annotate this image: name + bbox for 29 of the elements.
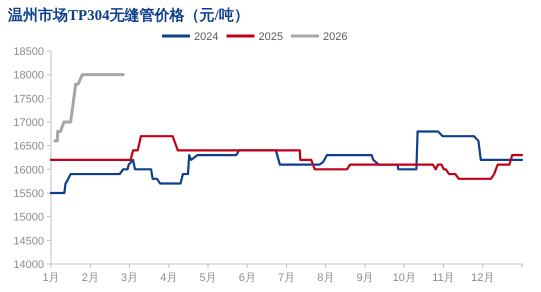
y-tick-label: 16000 <box>13 164 44 176</box>
y-tick-label: 18500 <box>13 46 44 58</box>
x-tick-label: 5月 <box>199 272 217 284</box>
y-tick-label: 16500 <box>13 140 44 153</box>
y-tick-label: 17000 <box>13 117 44 129</box>
x-tick-label: 1月 <box>42 272 60 284</box>
chart-title: 温州市场TP304无缝管价格（元/吨） <box>7 6 249 24</box>
x-tick-label: 8月 <box>317 272 334 284</box>
x-tick-label: 3月 <box>120 272 138 284</box>
legend-label: 2025 <box>258 31 283 43</box>
y-tick-label: 17500 <box>13 93 44 106</box>
x-tick-label: 11月 <box>432 272 455 284</box>
x-tick-label: 12月 <box>471 272 494 284</box>
y-tick-label: 18000 <box>13 70 44 82</box>
legend-label: 2024 <box>194 31 218 43</box>
y-tick-label: 15000 <box>13 212 44 224</box>
line-series <box>50 135 524 180</box>
y-tick-label: 14500 <box>13 235 44 248</box>
x-tick-label: 4月 <box>160 272 178 284</box>
legend-label: 2026 <box>322 31 348 43</box>
x-tick-label: 9月 <box>356 272 374 284</box>
y-tick-label: 14000 <box>13 259 44 271</box>
y-tick-label: 15500 <box>13 188 44 200</box>
line-series <box>50 130 524 194</box>
x-tick-label: 7月 <box>278 272 296 284</box>
line-series <box>53 73 125 142</box>
x-tick-label: 2月 <box>82 272 99 284</box>
x-tick-label: 6月 <box>238 272 256 284</box>
x-tick-label: 10月 <box>392 272 416 284</box>
